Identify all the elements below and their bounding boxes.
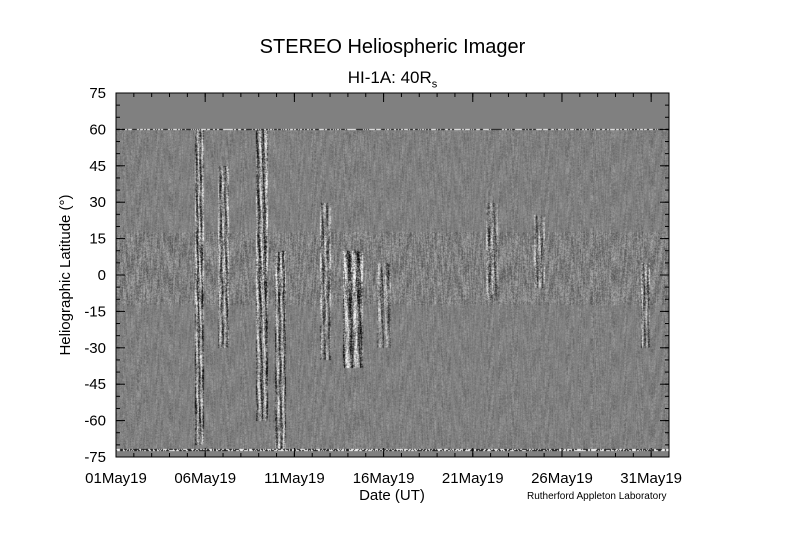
y-axis-title: Heliographic Latitude (°) (57, 194, 74, 355)
x-tick-label: 21May19 (442, 470, 504, 487)
x-tick-labels: 01May19 06May19 11May19 16May19 21May19 26May… (85, 470, 682, 487)
plot-image (116, 93, 669, 457)
x-axis-title: Date (UT) (359, 487, 425, 504)
chart-title: STEREO Heliospheric Imager (259, 36, 526, 58)
subtitle-subscript: s (431, 78, 438, 91)
y-tick-label: 0 (98, 267, 106, 284)
x-tick-label: 31May19 (620, 470, 682, 487)
y-tick-label: -30 (84, 340, 106, 357)
y-tick-labels: 75 60 45 30 15 0 -15 -30 -45 -60 -75 (84, 85, 106, 466)
x-tick-label: 11May19 (264, 470, 325, 487)
y-tick-label: -60 (84, 413, 106, 430)
y-tick-label: -45 (84, 376, 106, 393)
chart-subtitle: HI-1A: 40Rs (0, 68, 785, 90)
x-tick-label: 16May19 (353, 470, 415, 487)
y-tick-label: 30 (89, 194, 106, 211)
y-tick-label: 15 (89, 231, 106, 248)
x-tick-label: 06May19 (174, 470, 236, 487)
x-tick-label: 26May19 (531, 470, 593, 487)
y-tick-label: 45 (89, 158, 106, 175)
y-tick-label: -15 (84, 303, 106, 320)
y-tick-label: 60 (89, 121, 106, 138)
tick-marks (115, 92, 670, 458)
credit-label: Rutherford Appleton Laboratory (527, 491, 667, 502)
x-tick-label: 01May19 (85, 470, 147, 487)
subtitle-main: HI-1A: 40R (347, 68, 432, 87)
y-tick-label: 75 (89, 85, 106, 102)
y-tick-label: -75 (84, 449, 106, 466)
plot-frame (115, 92, 670, 458)
